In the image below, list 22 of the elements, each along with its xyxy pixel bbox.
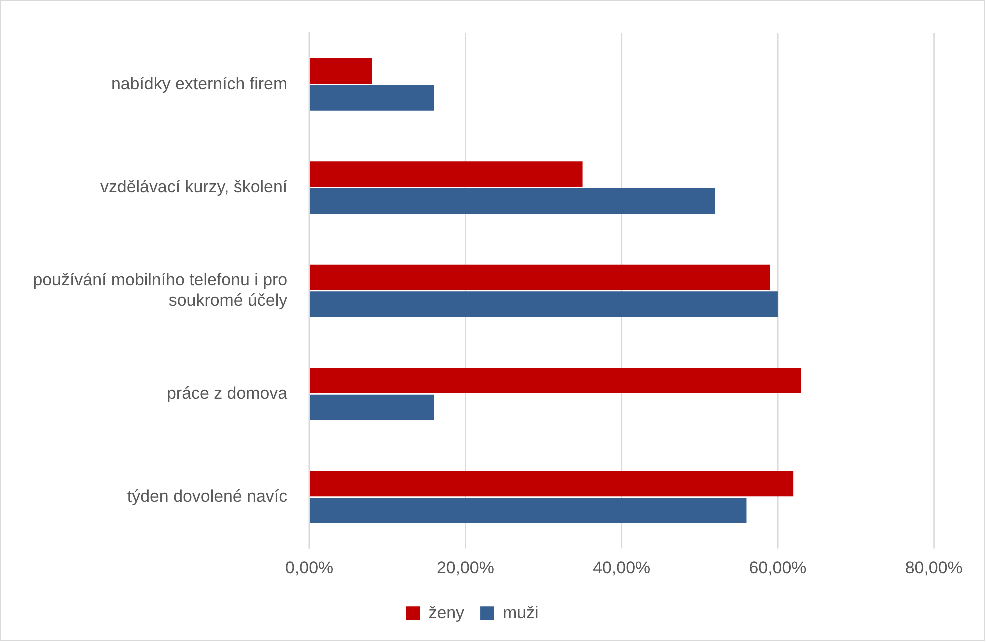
x-tick-label: 40,00% bbox=[593, 558, 651, 578]
y-tick-label: vzdělávací kurzy, školení bbox=[100, 178, 288, 197]
bar bbox=[310, 498, 747, 524]
x-tick-label: 60,00% bbox=[749, 558, 807, 578]
bar bbox=[310, 58, 372, 84]
bar bbox=[310, 264, 770, 290]
bar bbox=[310, 471, 794, 497]
legend-label: ženy bbox=[428, 603, 466, 622]
bar bbox=[310, 368, 802, 394]
bar bbox=[310, 85, 434, 111]
y-tick-label: nabídky externích firem bbox=[111, 74, 288, 94]
y-tick-label: práce z domova bbox=[167, 384, 288, 403]
x-tick-label: 0,00% bbox=[286, 558, 334, 578]
y-tick-label: týden dovolené navíc bbox=[127, 486, 288, 506]
bar bbox=[310, 162, 583, 188]
bar bbox=[310, 394, 434, 420]
legend-label: muži bbox=[502, 603, 539, 622]
bar bbox=[310, 292, 778, 318]
x-tick-label: 20,00% bbox=[436, 558, 494, 578]
x-tick-label: 80,00% bbox=[905, 558, 963, 578]
bar bbox=[310, 188, 716, 214]
y-tick-label: používání mobilního telefonu i pro soukromé účely bbox=[33, 270, 288, 310]
